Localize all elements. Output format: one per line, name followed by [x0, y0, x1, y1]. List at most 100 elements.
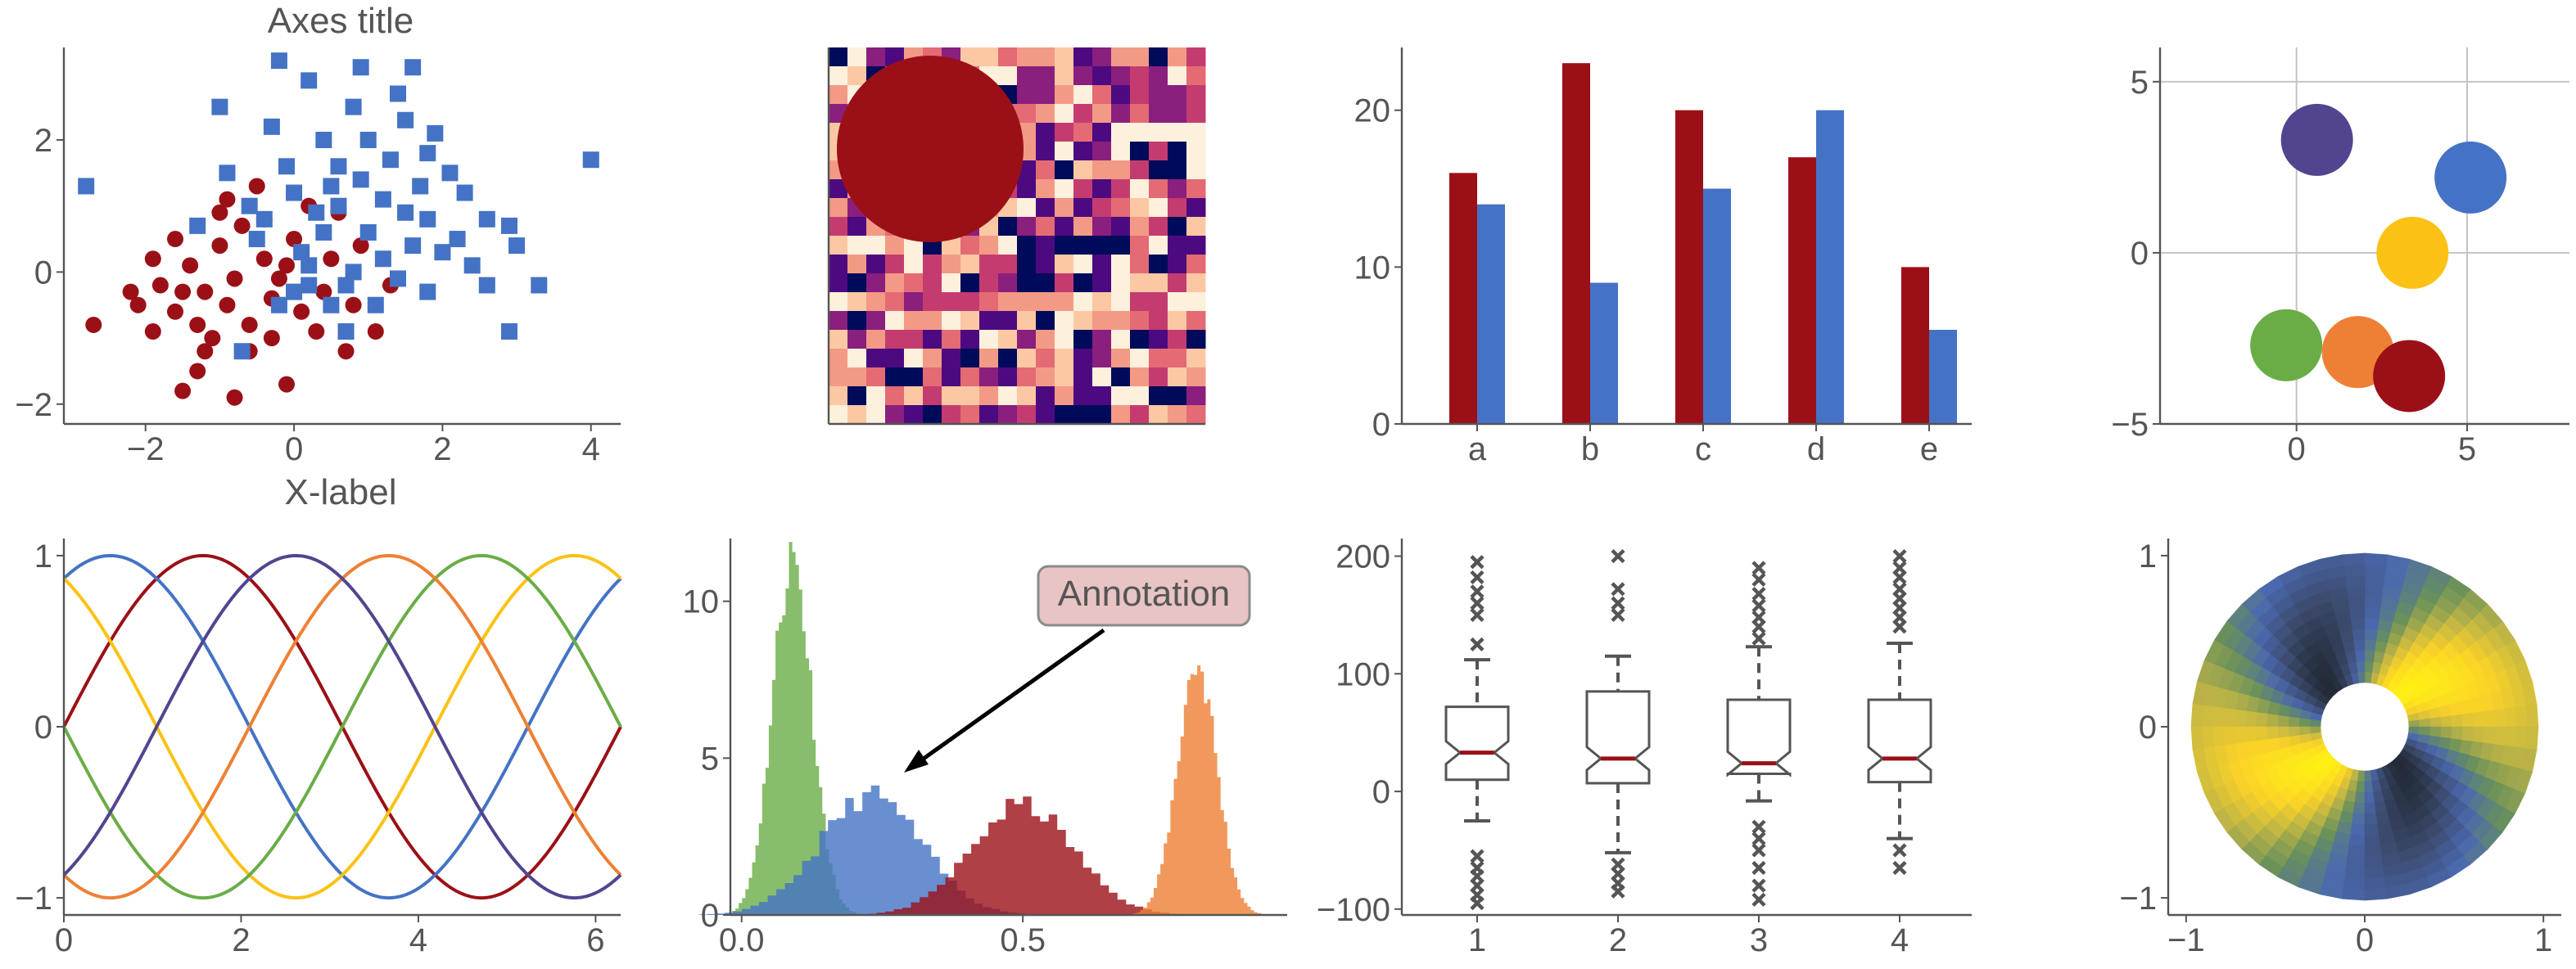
heatmap-cell [942, 255, 961, 274]
polar-cell [2298, 718, 2311, 728]
heatmap-cell [1017, 405, 1037, 425]
flier [1751, 631, 1766, 646]
heatmap-cell [1111, 217, 1131, 237]
polar-cell [2266, 714, 2279, 728]
heatmap-cell [1149, 255, 1168, 274]
heatmap-cell [923, 386, 942, 406]
scatter-point-circle [204, 330, 221, 347]
y-tick-label: 20 [1354, 93, 1391, 129]
heatmap-cell [923, 330, 942, 349]
polar-cell [2348, 606, 2366, 620]
x-tick-label: a [1468, 431, 1487, 467]
heatmap-cell [1073, 104, 1093, 124]
heatmap-cell [998, 255, 1018, 274]
polar-cell [2515, 726, 2529, 749]
polar-cell [2350, 617, 2366, 630]
heatmap-cell [885, 255, 905, 274]
flier [1892, 561, 1907, 575]
heatmap-cell [1168, 330, 1187, 349]
heatmap-cell [847, 311, 867, 331]
heatmap-cell [923, 405, 942, 425]
heatmap-cell [1111, 292, 1131, 312]
heatmap-cell [1111, 349, 1131, 368]
x-tick-label: 0 [2288, 431, 2306, 467]
scatter-point-circle [129, 296, 147, 313]
heatmap-cell [1186, 311, 1206, 331]
heatmap-cell [979, 47, 999, 67]
heatmap-cell [998, 405, 1018, 425]
scatter-point-square [345, 264, 362, 281]
heatmap-cell [1130, 273, 1150, 293]
heatmap-cell [1055, 217, 1074, 237]
heatmap-cell [885, 367, 905, 387]
heatmap-cell [1130, 85, 1150, 105]
scatter-panel: −2 0 2 4 −2 0 2 Axes title X-label [15, 1, 621, 512]
heatmap-cell [1149, 123, 1168, 142]
heatmap-cell [942, 330, 961, 349]
histogram-series [1130, 665, 1264, 915]
heatmap-cell [1111, 198, 1131, 218]
heatmap-cell [1017, 292, 1037, 312]
heatmap-cell [1073, 386, 1093, 406]
heatmap-cell [1092, 405, 1112, 425]
y-tick-label: 0 [34, 255, 52, 291]
scatter-point-circle [211, 237, 228, 255]
scatter-point-square [359, 223, 377, 241]
lines-panel: 0 2 4 6−101 [15, 539, 622, 958]
heatmap-cell [1073, 311, 1093, 331]
heatmap-cell [1092, 85, 1112, 105]
heatmap-cell [1130, 198, 1150, 218]
heatmap-cell [1111, 273, 1131, 293]
flier [1751, 860, 1766, 876]
heatmap-cell [1149, 273, 1168, 293]
heatmap-cell [1092, 367, 1112, 387]
flier [1751, 561, 1766, 575]
scatter-point-circle [315, 283, 332, 300]
heatmap-cell [998, 47, 1018, 67]
heatmap-cell [847, 292, 867, 312]
polar-cell [2419, 726, 2431, 736]
polar-cell [2483, 726, 2496, 745]
heatmap-cell [885, 330, 905, 349]
heatmap-cell [1186, 104, 1206, 124]
heatmap-cell [1111, 47, 1131, 67]
heatmap-cell [998, 236, 1018, 255]
heatmap-cell [847, 386, 867, 406]
flier [1751, 892, 1766, 907]
heatmap-cell [1149, 85, 1168, 105]
polar-cell [2341, 552, 2366, 566]
heatmap-cell [998, 273, 1018, 293]
polar-cell [2429, 726, 2442, 737]
heatmap-cell [1055, 198, 1074, 218]
heatmap-cell [829, 292, 848, 312]
heatmap-cell [1168, 386, 1187, 406]
y-tick-label: 200 [1335, 539, 1390, 575]
scatter-point-square [301, 72, 318, 89]
x-tick-label: 3 [1750, 922, 1768, 958]
heatmap-cell [829, 179, 848, 199]
heatmap-cell [904, 349, 924, 368]
heatmap-cell [1073, 142, 1093, 161]
heatmap-cell [1092, 198, 1112, 218]
heatmap-cell [1036, 142, 1055, 161]
x-tick-label: 1 [1468, 922, 1486, 958]
polar-cell [2309, 719, 2321, 728]
polar-cell [2525, 703, 2539, 728]
heatmap-cell [1073, 85, 1093, 105]
y-tick-label: 2 [34, 123, 52, 159]
heatmap-cell [1036, 179, 1055, 199]
heatmap-cell [1055, 292, 1074, 312]
heatmap-cell [1036, 85, 1055, 105]
heatmap-cell [1130, 47, 1150, 67]
flier [1470, 860, 1485, 876]
heatmap-cell [1130, 311, 1150, 331]
polar-cell [2201, 726, 2215, 749]
heatmap-cell [979, 405, 999, 425]
y-tick-label: 10 [1354, 250, 1391, 286]
annotation-arrow [914, 628, 1105, 767]
heatmap-cell [1111, 104, 1131, 124]
polar-cell [2346, 855, 2366, 868]
heatmap-cell [1186, 386, 1206, 406]
x-tick-label: c [1695, 431, 1711, 467]
x-tick-label: 4 [582, 431, 600, 467]
